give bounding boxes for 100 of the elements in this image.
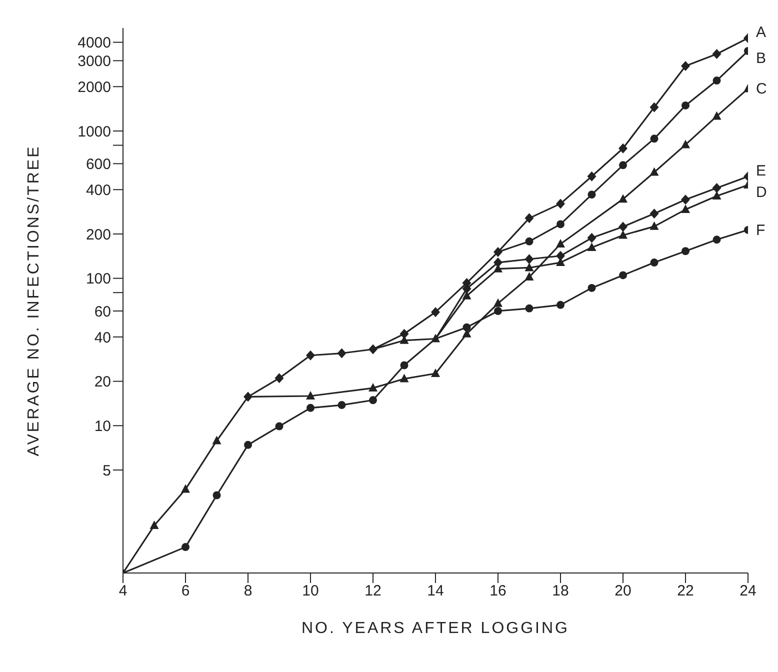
point: [431, 334, 440, 342]
y-tick-label: 1000: [78, 123, 111, 140]
x-tick-label: 8: [244, 582, 252, 600]
x-axis-title: NO. YEARS AFTER LOGGING: [302, 620, 570, 637]
x-tick-label: 16: [490, 582, 506, 600]
point: [525, 237, 534, 246]
point: [587, 242, 596, 251]
point: [182, 543, 190, 552]
series-label: C: [756, 80, 767, 98]
point: [556, 198, 565, 209]
point: [556, 300, 564, 309]
point: [712, 236, 721, 244]
point: [556, 250, 565, 261]
point: [244, 440, 252, 449]
point: [682, 101, 690, 110]
y-tick-label: 3000: [78, 53, 111, 70]
y-tick-label: 2000: [78, 78, 111, 96]
point: [306, 350, 315, 360]
y-tick-label: 4000: [78, 34, 111, 52]
series-label: E: [756, 162, 766, 180]
point: [682, 247, 690, 256]
point: [525, 304, 534, 312]
x-tick-label: 14: [427, 582, 444, 600]
series-label: D: [756, 184, 767, 201]
point: [587, 171, 596, 182]
point: [650, 208, 659, 219]
y-axis-title: AVERAGE NO. INFECTIONS/TREE: [26, 144, 43, 456]
point: [619, 161, 627, 170]
point: [712, 183, 722, 194]
point: [212, 436, 222, 444]
y-tick-label: 60: [94, 303, 111, 320]
point: [274, 373, 284, 384]
x-tick-label: 6: [181, 582, 190, 600]
series-label: F: [756, 222, 766, 239]
point: [618, 230, 628, 239]
point: [524, 262, 534, 272]
point: [618, 194, 628, 203]
point: [588, 284, 596, 292]
point: [650, 221, 659, 230]
point: [524, 272, 534, 281]
y-tick-label: 5: [102, 462, 111, 480]
y-tick-label: 200: [86, 226, 111, 244]
y-tick-label: 10: [94, 418, 111, 435]
y-tick-label: 600: [86, 156, 111, 173]
x-tick-label: 24: [740, 582, 756, 600]
point: [338, 401, 346, 410]
y-tick-label: 20: [94, 374, 111, 391]
point: [494, 298, 502, 307]
point: [681, 61, 690, 72]
point: [494, 258, 502, 268]
point: [150, 520, 159, 530]
x-tick-label: 12: [364, 582, 382, 600]
x-tick-label: 10: [302, 582, 319, 600]
point: [369, 396, 377, 404]
point: [618, 143, 628, 154]
point: [400, 361, 408, 370]
y-tick-label: 100: [86, 270, 111, 288]
point: [368, 344, 378, 354]
point: [681, 204, 690, 214]
x-tick-label: 20: [614, 582, 632, 600]
point: [650, 258, 658, 267]
point: [212, 491, 221, 500]
point: [712, 191, 722, 200]
x-tick-label: 18: [552, 582, 569, 600]
y-tick-label: 400: [86, 182, 111, 199]
point: [619, 271, 627, 280]
point: [431, 368, 440, 377]
point: [681, 194, 690, 205]
point: [494, 307, 502, 316]
point: [712, 76, 721, 85]
point: [650, 102, 659, 112]
point: [306, 404, 314, 412]
point: [244, 392, 252, 402]
x-tick-label: 22: [677, 582, 694, 600]
point: [618, 222, 628, 232]
x-tick-label: 4: [118, 582, 128, 600]
point: [712, 111, 722, 120]
point: [650, 167, 659, 176]
point: [587, 232, 596, 243]
point: [524, 254, 534, 264]
series-label: B: [756, 50, 766, 68]
y-tick-label: 40: [94, 329, 111, 346]
point: [494, 246, 502, 257]
point: [588, 190, 596, 199]
point: [681, 140, 690, 148]
point: [181, 484, 190, 493]
point: [650, 134, 658, 143]
point: [400, 374, 409, 382]
point: [337, 348, 346, 358]
point: [712, 49, 722, 60]
point: [368, 383, 378, 392]
point: [556, 238, 565, 248]
point: [524, 213, 534, 224]
point: [400, 328, 409, 339]
point: [462, 323, 471, 332]
point: [431, 307, 440, 318]
point: [306, 390, 315, 400]
series-label: A: [756, 24, 766, 42]
point: [556, 220, 564, 228]
point: [275, 422, 284, 430]
